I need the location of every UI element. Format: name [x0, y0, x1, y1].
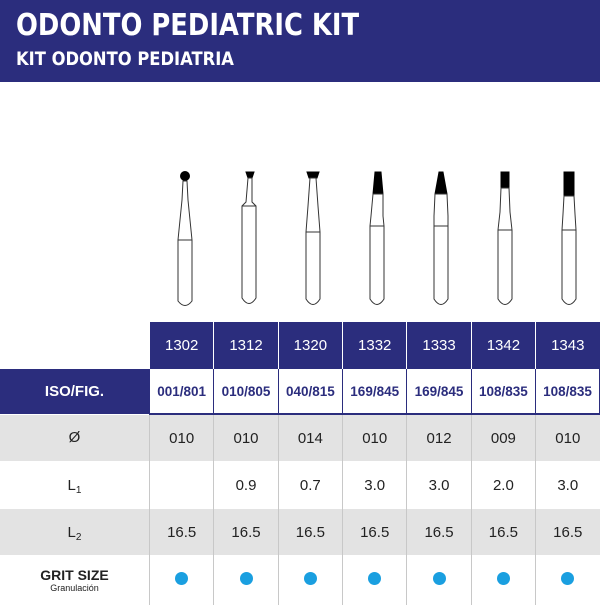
model-number: 1320	[294, 337, 327, 354]
diameter-label: Ø	[0, 414, 150, 462]
page-title: ODONTO PEDIATRIC KIT	[16, 8, 359, 43]
l2-value: 16.5	[536, 509, 600, 556]
l1-row: L1 0.9 0.7 3.0 3.0 2.0 3.0	[0, 462, 600, 509]
model-number: 1342	[487, 337, 520, 354]
diameter-value: 014	[278, 414, 342, 462]
l1-value: 3.0	[536, 462, 600, 509]
grit-dot-icon	[175, 572, 188, 585]
model-cell: 1342	[471, 322, 535, 369]
l2-value: 16.5	[278, 509, 342, 556]
grit-value	[278, 556, 342, 605]
grit-dot-icon	[368, 572, 381, 585]
grit-dot-icon	[497, 572, 510, 585]
model-number: 1333	[422, 337, 455, 354]
grit-dot-icon	[304, 572, 317, 585]
iso-label: ISO/FIG.	[0, 369, 150, 414]
l2-value: 16.5	[214, 509, 278, 556]
grit-value	[407, 556, 471, 605]
page-subtitle: KIT ODONTO PEDIATRIA	[16, 48, 234, 70]
bur-1312-drawing	[242, 172, 256, 304]
grit-value	[343, 556, 407, 605]
bur-1343-drawing	[562, 172, 576, 305]
grit-value	[471, 556, 535, 605]
l2-value: 16.5	[471, 509, 535, 556]
spec-table: 1302 1312 1320 1332 1333 1342 1343 ISO/F…	[0, 322, 600, 605]
model-cell: 1343	[536, 322, 600, 369]
bur-drawings	[0, 82, 600, 322]
l2-value: 16.5	[150, 509, 214, 556]
bur-1342-drawing	[498, 172, 512, 305]
l2-label-main: L	[68, 524, 76, 541]
bur-1302-drawing	[178, 171, 192, 306]
grit-label: GRIT SIZE Granulación	[0, 556, 150, 605]
l1-value: 0.7	[278, 462, 342, 509]
model-number: 1302	[165, 337, 198, 354]
model-number: 1312	[229, 337, 262, 354]
l1-value: 3.0	[343, 462, 407, 509]
grit-title: GRIT SIZE	[0, 568, 149, 583]
grit-sublabel: Granulación	[0, 583, 149, 594]
diameter-value: 010	[536, 414, 600, 462]
l2-row: L2 16.5 16.5 16.5 16.5 16.5 16.5 16.5	[0, 509, 600, 556]
iso-value: 169/845	[343, 369, 407, 414]
header-banner: ODONTO PEDIATRIC KIT KIT ODONTO PEDIATRI…	[0, 0, 600, 82]
model-cell: 1302	[150, 322, 214, 369]
iso-value: 108/835	[536, 369, 600, 414]
l1-value: 2.0	[471, 462, 535, 509]
model-number: 1343	[551, 337, 584, 354]
bur-illustrations	[0, 82, 600, 322]
l1-label-main: L	[68, 477, 76, 494]
model-cell: 1312	[214, 322, 278, 369]
model-cell: 1320	[278, 322, 342, 369]
l1-label: L1	[0, 462, 150, 509]
bur-1320-drawing	[306, 172, 320, 305]
bur-1333-drawing	[434, 172, 448, 305]
iso-value: 001/801	[150, 369, 214, 414]
diameter-row: Ø 010 010 014 010 012 009 010	[0, 414, 600, 462]
l1-value	[150, 462, 214, 509]
grit-dot-icon	[561, 572, 574, 585]
iso-value: 040/815	[278, 369, 342, 414]
iso-value: 010/805	[214, 369, 278, 414]
grit-value	[214, 556, 278, 605]
l2-value: 16.5	[407, 509, 471, 556]
iso-value: 108/835	[471, 369, 535, 414]
grit-row: GRIT SIZE Granulación	[0, 556, 600, 605]
diameter-value: 010	[343, 414, 407, 462]
model-row: 1302 1312 1320 1332 1333 1342 1343	[0, 322, 600, 369]
l2-label: L2	[0, 509, 150, 556]
table-corner	[0, 322, 150, 369]
l2-value: 16.5	[343, 509, 407, 556]
model-cell: 1333	[407, 322, 471, 369]
model-number: 1332	[358, 337, 391, 354]
diameter-value: 012	[407, 414, 471, 462]
l1-value: 3.0	[407, 462, 471, 509]
grit-dot-icon	[240, 572, 253, 585]
bur-1332-drawing	[370, 172, 384, 305]
diameter-value: 010	[214, 414, 278, 462]
diameter-value: 009	[471, 414, 535, 462]
grit-value	[536, 556, 600, 605]
model-cell: 1332	[343, 322, 407, 369]
l2-label-sub: 2	[76, 532, 82, 543]
grit-dot-icon	[433, 572, 446, 585]
iso-value: 169/845	[407, 369, 471, 414]
l1-label-sub: 1	[76, 485, 82, 496]
diameter-value: 010	[150, 414, 214, 462]
l1-value: 0.9	[214, 462, 278, 509]
grit-value	[150, 556, 214, 605]
iso-row: ISO/FIG. 001/801 010/805 040/815 169/845…	[0, 369, 600, 414]
